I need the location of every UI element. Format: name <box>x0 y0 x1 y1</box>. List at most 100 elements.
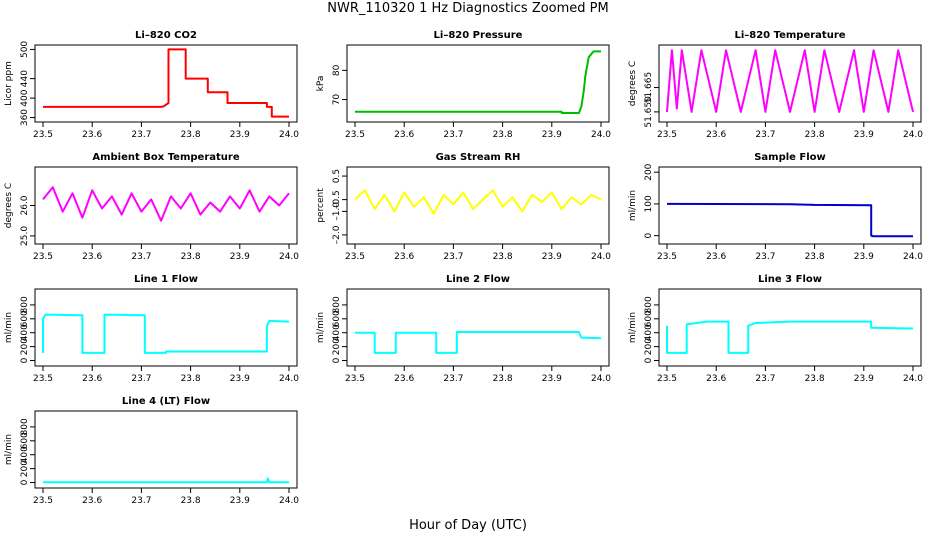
x-tick-label: 23.6 <box>706 130 726 140</box>
panel-title: Ambient Box Temperature <box>92 152 239 163</box>
x-tick-label: 24.0 <box>279 496 299 506</box>
y-tick-label: 200 <box>332 338 342 355</box>
x-tick-label: 23.6 <box>82 374 102 384</box>
chart-panel: Line 1 Flow ml/min 23.5 23.6 23.7 23.8 23.9 24.… <box>4 274 299 384</box>
y-tick-label: 51.650 <box>644 96 654 128</box>
y-tick-label: 800 <box>20 418 30 435</box>
y-tick-label: –1.0 <box>332 202 342 221</box>
y-tick-label: 0 <box>644 357 654 363</box>
x-tick-label: 24.0 <box>279 374 299 384</box>
y-tick-label: 200 <box>20 460 30 477</box>
x-tick-label: 24.0 <box>279 130 299 140</box>
chart-panel: Sample Flow ml/min 23.5 23.6 23.7 23.8 23.9 24.… <box>628 152 923 262</box>
x-tick-label: 23.8 <box>493 130 513 140</box>
plot-frame <box>658 166 922 245</box>
panel-title: Line 1 Flow <box>134 274 198 285</box>
x-tick-label: 24.0 <box>903 130 923 140</box>
chart-panel: Line 4 (LT) Flow ml/min 23.5 23.6 23.7 23.8 23… <box>4 396 299 506</box>
chart-panel: Line 2 Flow ml/min 23.5 23.6 23.7 23.8 23.9 24.… <box>316 274 611 384</box>
x-tick-label: 23.6 <box>82 130 102 140</box>
panel-title: Line 4 (LT) Flow <box>122 396 210 407</box>
series-line <box>42 186 290 222</box>
y-tick-label: 26.0 <box>20 195 30 215</box>
y-tick-label: 80 <box>332 64 342 76</box>
y-tick-label: 70 <box>332 94 342 106</box>
x-tick-label: 23.9 <box>230 252 250 262</box>
x-tick-label: 23.9 <box>854 252 874 262</box>
plot-frame <box>34 410 298 489</box>
x-tick-label: 23.5 <box>345 130 365 140</box>
y-tick-label: –2.0 <box>332 225 342 244</box>
x-tick-label: 23.9 <box>230 130 250 140</box>
panel-title: Line 3 Flow <box>758 274 822 285</box>
x-tick-label: 23.5 <box>345 252 365 262</box>
panel-title: Li–820 Temperature <box>734 30 845 41</box>
x-tick-label: 23.7 <box>443 252 463 262</box>
x-tick-label: 24.0 <box>591 252 611 262</box>
y-axis-label: ml/min <box>628 190 638 221</box>
y-tick-label: –0.5 <box>332 190 342 209</box>
y-axis-label: ml/min <box>4 312 14 343</box>
x-tick-label: 23.8 <box>181 374 201 384</box>
y-tick-label: 0 <box>332 357 342 363</box>
y-axis-label: percent <box>316 188 326 223</box>
y-tick-label: 800 <box>332 296 342 313</box>
y-tick-label: 500 <box>20 41 30 58</box>
y-tick-label: 0 <box>20 357 30 363</box>
x-tick-label: 23.7 <box>755 374 775 384</box>
plot-frame <box>34 44 298 123</box>
x-tick-label: 23.6 <box>394 374 414 384</box>
x-tick-label: 23.5 <box>33 374 53 384</box>
y-tick-label: 600 <box>332 310 342 327</box>
x-tick-label: 24.0 <box>903 374 923 384</box>
x-tick-label: 23.8 <box>805 130 825 140</box>
chart-panel: Li–820 CO2 Licor ppm 23.5 23.6 23.7 23.8 23.9 2… <box>4 30 299 140</box>
y-tick-label: 400 <box>20 324 30 341</box>
x-tick-label: 23.6 <box>394 252 414 262</box>
y-tick-label: 400 <box>20 89 30 106</box>
y-tick-label: 200 <box>644 163 654 180</box>
series-line <box>666 49 914 113</box>
x-tick-label: 23.6 <box>394 130 414 140</box>
x-tick-label: 23.5 <box>33 130 53 140</box>
y-tick-label: 360 <box>20 109 30 126</box>
x-tick-label: 23.9 <box>542 130 562 140</box>
y-tick-label: 200 <box>20 338 30 355</box>
y-tick-label: 400 <box>332 324 342 341</box>
chart-panel: Gas Stream RH percent 23.5 23.6 23.7 23.8 23.9… <box>316 152 611 262</box>
chart-panel: Ambient Box Temperature degrees C 23.5 23.6… <box>4 152 299 262</box>
x-tick-label: 23.9 <box>542 374 562 384</box>
y-tick-label: 600 <box>20 432 30 449</box>
x-tick-label: 23.6 <box>82 496 102 506</box>
x-tick-label: 23.6 <box>706 252 726 262</box>
plot-frame <box>658 288 922 367</box>
x-tick-label: 23.9 <box>854 374 874 384</box>
y-tick-label: 800 <box>20 296 30 313</box>
plot-frame <box>658 44 922 123</box>
x-tick-label: 23.8 <box>181 252 201 262</box>
series-line <box>666 202 913 238</box>
panel-title: Line 2 Flow <box>446 274 510 285</box>
x-tick-label: 23.9 <box>854 130 874 140</box>
series-line <box>666 320 914 354</box>
x-tick-label: 24.0 <box>591 374 611 384</box>
x-tick-label: 23.8 <box>181 496 201 506</box>
x-tick-label: 24.0 <box>591 130 611 140</box>
x-tick-label: 23.8 <box>805 252 825 262</box>
x-tick-label: 23.7 <box>131 496 151 506</box>
x-tick-label: 23.8 <box>805 374 825 384</box>
x-tick-label: 23.5 <box>657 252 677 262</box>
x-tick-label: 23.9 <box>230 496 250 506</box>
y-tick-label: 400 <box>20 446 30 463</box>
y-axis-label: Licor ppm <box>4 61 14 106</box>
x-tick-label: 23.7 <box>131 252 151 262</box>
y-axis-label: ml/min <box>4 434 14 465</box>
x-tick-label: 23.9 <box>230 374 250 384</box>
y-tick-label: 600 <box>644 310 654 327</box>
y-axis-label: degrees C <box>628 61 638 106</box>
x-tick-label: 23.9 <box>542 252 562 262</box>
x-tick-label: 23.7 <box>131 130 151 140</box>
y-tick-label: 440 <box>20 70 30 87</box>
plot-frame <box>346 44 610 123</box>
